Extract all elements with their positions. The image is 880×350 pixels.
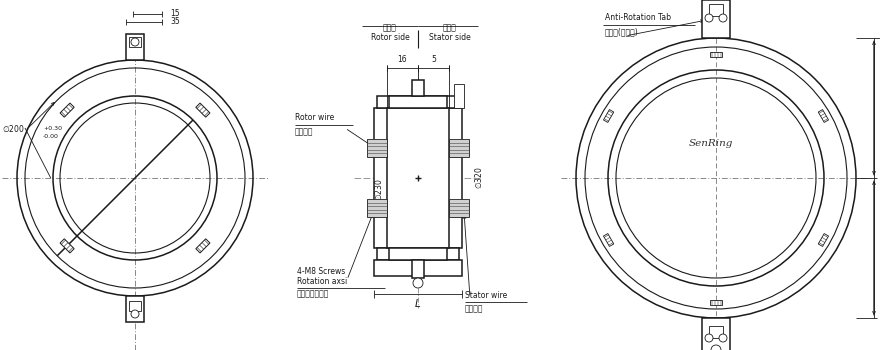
Bar (709, 326, 723, 338)
Bar (604, 233, 613, 246)
Text: 转子边: 转子边 (383, 23, 397, 33)
FancyBboxPatch shape (196, 103, 210, 117)
Bar (389, 248, 447, 260)
Text: 止转片(可调节): 止转片(可调节) (605, 28, 639, 36)
Text: 定子边: 定子边 (443, 23, 457, 33)
Text: Stator side: Stator side (429, 34, 471, 42)
Bar (377, 248, 459, 260)
Text: 转子出线: 转子出线 (295, 127, 313, 136)
Text: L: L (415, 299, 421, 309)
Text: 5: 5 (431, 56, 436, 64)
Bar (126, 296, 144, 322)
Bar (702, 318, 730, 350)
Bar (818, 110, 829, 122)
Bar (449, 199, 469, 217)
Bar (374, 260, 462, 276)
Text: +0.30: +0.30 (43, 126, 62, 131)
Text: 15: 15 (170, 9, 180, 19)
Bar (818, 233, 829, 246)
Bar (710, 51, 722, 56)
Text: 16: 16 (398, 56, 407, 64)
Bar (412, 80, 424, 96)
Bar (709, 4, 723, 16)
Circle shape (572, 34, 860, 322)
Circle shape (711, 345, 721, 350)
FancyBboxPatch shape (60, 239, 74, 253)
Text: 35: 35 (170, 18, 180, 27)
Text: $\varnothing$230: $\varnothing$230 (373, 178, 385, 201)
Text: Anti-Rotation Tab: Anti-Rotation Tab (605, 14, 671, 22)
Text: SenRing: SenRing (689, 139, 733, 147)
Text: $\varnothing$320: $\varnothing$320 (473, 167, 485, 189)
Circle shape (131, 310, 139, 318)
Circle shape (15, 58, 255, 298)
FancyBboxPatch shape (196, 239, 210, 253)
FancyBboxPatch shape (60, 103, 74, 117)
Text: 转子螺钉固定孔: 转子螺钉固定孔 (297, 289, 329, 299)
Text: 145: 145 (879, 244, 880, 252)
Text: 4-M8 Screws: 4-M8 Screws (297, 267, 345, 276)
Text: Rotor side: Rotor side (370, 34, 409, 42)
Circle shape (719, 334, 727, 342)
Bar (367, 139, 387, 157)
Bar (454, 84, 464, 108)
Bar (374, 108, 462, 248)
Bar (412, 260, 424, 278)
Circle shape (413, 278, 423, 288)
Text: 164.5: 164.5 (879, 104, 880, 112)
Bar (129, 301, 141, 311)
Bar (377, 96, 459, 108)
Circle shape (705, 14, 713, 22)
Text: 定子出线: 定子出线 (465, 304, 483, 314)
Bar (387, 108, 449, 248)
Text: Rotor wire: Rotor wire (295, 113, 334, 122)
Bar (710, 300, 722, 304)
Text: Rotation axsi: Rotation axsi (297, 278, 348, 287)
Text: Stator wire: Stator wire (465, 290, 507, 300)
Bar (702, 0, 730, 38)
Text: -0.00: -0.00 (43, 134, 59, 140)
Bar (449, 139, 469, 157)
Circle shape (131, 38, 139, 46)
Circle shape (705, 334, 713, 342)
Text: $\varnothing$200: $\varnothing$200 (3, 122, 25, 133)
Bar (126, 34, 144, 60)
Bar (367, 199, 387, 217)
Bar (604, 110, 613, 122)
Bar (389, 96, 447, 108)
Circle shape (719, 14, 727, 22)
Bar (129, 37, 141, 47)
